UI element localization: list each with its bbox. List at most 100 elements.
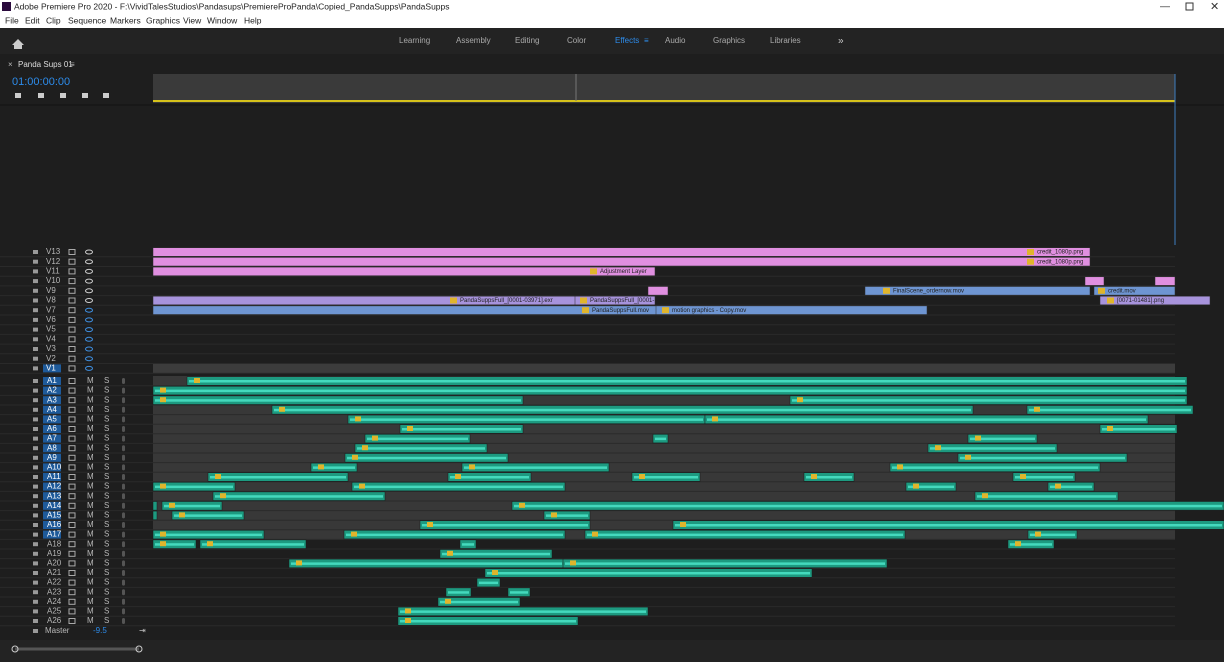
eye-icon[interactable] xyxy=(85,259,93,265)
lock-icon[interactable] xyxy=(33,427,38,431)
mute-button[interactable]: M xyxy=(87,578,94,587)
mute-button[interactable]: M xyxy=(87,415,94,424)
lock-icon[interactable] xyxy=(33,347,38,351)
sync-icon[interactable] xyxy=(68,445,76,452)
mic-icon[interactable] xyxy=(122,512,125,519)
mute-button[interactable]: M xyxy=(87,424,94,433)
mic-icon[interactable] xyxy=(122,608,125,615)
sync-icon[interactable] xyxy=(68,416,76,423)
tool-icon[interactable] xyxy=(38,93,44,98)
track-label[interactable]: V13 xyxy=(46,247,61,256)
sync-icon[interactable] xyxy=(68,589,76,596)
mute-button[interactable]: M xyxy=(87,530,94,539)
mute-button[interactable]: M xyxy=(87,587,94,596)
sequence-tab[interactable]: Panda Sups 01 xyxy=(18,60,73,69)
track-label[interactable]: V3 xyxy=(46,344,56,353)
mic-icon[interactable] xyxy=(122,502,125,509)
menu-item[interactable]: Clip xyxy=(46,15,61,25)
video-clip[interactable] xyxy=(655,305,928,315)
mic-icon[interactable] xyxy=(122,531,125,538)
video-clip[interactable] xyxy=(647,286,669,296)
sync-icon[interactable] xyxy=(68,426,76,432)
sync-icon[interactable] xyxy=(68,618,76,624)
sync-icon[interactable] xyxy=(68,268,76,275)
track-label[interactable]: A1 xyxy=(47,376,57,385)
mute-button[interactable]: M xyxy=(87,453,94,462)
solo-button[interactable]: S xyxy=(104,607,109,616)
track-label[interactable]: A4 xyxy=(47,405,57,414)
sync-icon[interactable] xyxy=(68,483,76,490)
video-clip[interactable] xyxy=(152,247,1091,257)
lock-icon[interactable] xyxy=(33,580,38,585)
eye-icon[interactable] xyxy=(85,298,93,303)
mic-icon[interactable] xyxy=(122,560,125,567)
mute-button[interactable]: M xyxy=(87,405,94,414)
sync-icon[interactable] xyxy=(68,579,76,586)
mute-button[interactable]: M xyxy=(87,616,94,625)
workspace-tab[interactable]: Effects xyxy=(615,36,639,45)
lock-icon[interactable] xyxy=(33,494,38,499)
sync-icon[interactable] xyxy=(68,435,76,442)
tool-icon[interactable] xyxy=(82,93,88,98)
eye-icon[interactable] xyxy=(85,356,93,362)
track-label[interactable]: A25 xyxy=(47,607,62,616)
solo-button[interactable]: S xyxy=(104,443,109,452)
track-label[interactable]: A19 xyxy=(47,549,62,558)
track-label[interactable]: A9 xyxy=(47,453,57,462)
solo-button[interactable]: S xyxy=(104,434,109,443)
solo-button[interactable]: S xyxy=(104,415,109,424)
solo-button[interactable]: S xyxy=(104,578,109,587)
track-label[interactable]: A11 xyxy=(47,472,61,481)
workspace-tab[interactable]: Color xyxy=(567,36,586,45)
lock-icon[interactable] xyxy=(33,590,38,595)
sync-icon[interactable] xyxy=(68,249,76,255)
sync-icon[interactable] xyxy=(68,522,76,528)
more-workspaces[interactable]: » xyxy=(838,36,844,47)
sync-icon[interactable] xyxy=(68,464,76,471)
mic-icon[interactable] xyxy=(122,589,125,596)
solo-button[interactable]: S xyxy=(104,395,109,404)
solo-button[interactable]: S xyxy=(104,616,109,625)
lock-icon[interactable] xyxy=(33,455,38,460)
solo-button[interactable]: S xyxy=(104,587,109,596)
lock-icon[interactable] xyxy=(33,259,38,264)
eye-icon[interactable] xyxy=(85,268,93,274)
mic-icon[interactable] xyxy=(122,445,125,452)
lock-icon[interactable] xyxy=(33,542,38,547)
lock-icon[interactable] xyxy=(33,366,38,371)
lock-icon[interactable] xyxy=(33,465,38,470)
workspace-tab[interactable]: Libraries xyxy=(770,36,801,45)
lock-icon[interactable] xyxy=(33,532,38,537)
lock-icon[interactable] xyxy=(33,279,38,284)
menu-item[interactable]: Sequence xyxy=(68,15,107,25)
mute-button[interactable]: M xyxy=(87,434,94,443)
mute-button[interactable]: M xyxy=(87,501,94,510)
lock-icon[interactable] xyxy=(33,388,38,393)
eye-icon[interactable] xyxy=(85,327,93,333)
eye-icon[interactable] xyxy=(85,317,93,323)
lock-icon[interactable] xyxy=(33,523,38,527)
mic-icon[interactable] xyxy=(122,570,125,576)
menu-item[interactable]: Help xyxy=(244,15,262,25)
solo-button[interactable]: S xyxy=(104,539,109,548)
lock-icon[interactable] xyxy=(33,417,38,422)
mute-button[interactable]: M xyxy=(87,472,94,481)
mute-button[interactable]: M xyxy=(87,607,94,616)
track-label[interactable]: A5 xyxy=(47,415,57,424)
sync-icon[interactable] xyxy=(68,454,76,461)
track-label[interactable]: A2 xyxy=(47,386,57,395)
zoom-handle[interactable] xyxy=(135,645,143,653)
sync-icon[interactable] xyxy=(68,326,76,333)
sync-icon[interactable] xyxy=(68,474,76,480)
lock-icon[interactable] xyxy=(33,288,38,293)
menu-item[interactable]: Edit xyxy=(25,15,40,25)
lock-icon[interactable] xyxy=(33,356,38,361)
master-value[interactable]: -9.5 xyxy=(93,626,107,635)
track-label[interactable]: A17 xyxy=(47,530,62,539)
eye-icon[interactable] xyxy=(85,307,93,313)
lock-icon[interactable] xyxy=(33,609,38,614)
mute-button[interactable]: M xyxy=(87,443,94,452)
mic-icon[interactable] xyxy=(122,522,125,528)
mic-icon[interactable] xyxy=(122,618,125,624)
sync-icon[interactable] xyxy=(68,560,76,567)
